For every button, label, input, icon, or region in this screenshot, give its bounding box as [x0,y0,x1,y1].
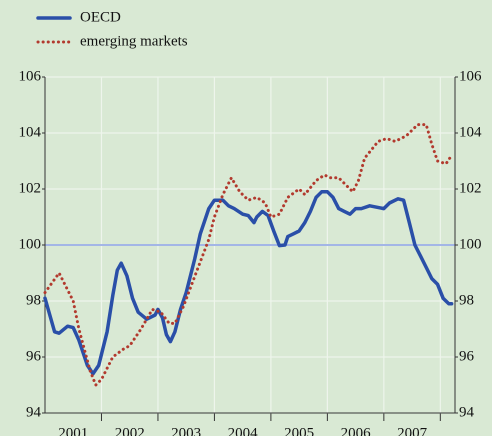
y2-tick-label: 102 [459,180,482,196]
legend-label: emerging markets [80,33,188,49]
x-tick-label: 2002 [115,425,145,436]
y2-tick-label: 106 [459,68,482,84]
y-tick-label: 98 [26,292,41,308]
y-tick-label: 102 [19,180,42,196]
y2-tick-label: 104 [459,124,482,140]
series-line [43,123,454,387]
x-tick-label: 2001 [58,425,88,436]
y-tick-label: 96 [26,348,42,364]
y2-tick-label: 100 [459,236,482,252]
y-tick-label: 106 [19,68,42,84]
x-tick-label: 2004 [228,425,259,436]
y2-tick-label: 98 [459,292,474,308]
y-tick-label: 94 [26,404,42,420]
series-line [43,190,454,376]
y-tick-label: 104 [19,124,42,140]
x-tick-label: 2003 [171,425,201,436]
y-tick-label: 100 [19,236,42,252]
x-tick-label: 2006 [341,425,372,436]
legend-label: OECD [80,9,121,25]
x-tick-label: 2005 [284,425,314,436]
x-tick-label: 2007 [397,425,428,436]
y2-tick-label: 94 [459,404,475,420]
y2-tick-label: 96 [459,348,475,364]
